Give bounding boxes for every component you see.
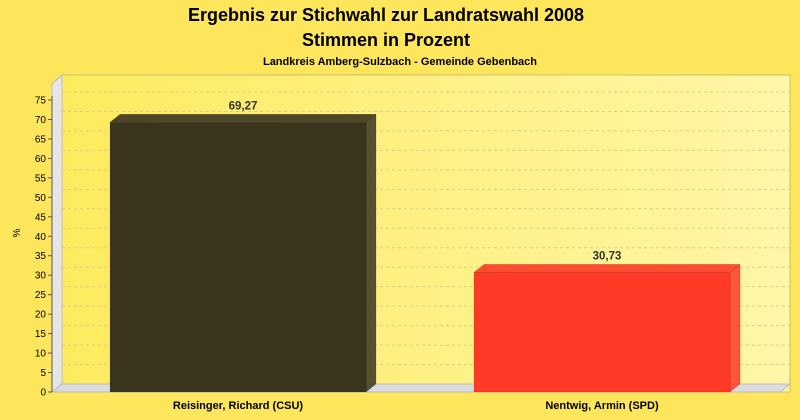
bar-value-label: 69,27 bbox=[229, 100, 258, 112]
y-tick-label: 30 bbox=[35, 271, 47, 282]
chart-subtitle: Landkreis Amberg-Sulzbach - Gemeinde Geb… bbox=[263, 56, 537, 68]
y-tick-label: 75 bbox=[35, 96, 47, 107]
chart-title-line2: Stimmen in Prozent bbox=[302, 30, 470, 50]
x-category-label: Nentwig, Armin (SPD) bbox=[545, 400, 659, 412]
y-tick-label: 15 bbox=[35, 329, 47, 340]
bar-side bbox=[365, 113, 377, 393]
y-tick-label: 50 bbox=[35, 193, 47, 204]
y-tick-label: 25 bbox=[35, 290, 47, 301]
y-tick-label: 5 bbox=[40, 368, 46, 379]
bar bbox=[473, 272, 731, 393]
y-tick-label: 40 bbox=[35, 232, 47, 243]
chart-title: Ergebnis zur Stichwahl zur Landratswahl … bbox=[188, 5, 584, 25]
y-tick-label: 35 bbox=[35, 251, 47, 262]
bar-value-label: 30,73 bbox=[593, 250, 622, 262]
bar-top bbox=[473, 264, 741, 273]
y-tick-label: 10 bbox=[35, 349, 47, 360]
plot-area: 0 5 10 15 20 25 30 35 40 45 50 55 60 65 70 75 69,27 Reisi… bbox=[35, 73, 792, 412]
bar-top bbox=[109, 114, 377, 123]
x-category-label: Reisinger, Richard (CSU) bbox=[173, 400, 304, 412]
y-tick-label: 55 bbox=[35, 173, 47, 184]
y-tick-label: 20 bbox=[35, 310, 47, 321]
y-tick-label: 0 bbox=[40, 388, 46, 399]
y-tick-label: 60 bbox=[35, 154, 47, 165]
bar bbox=[109, 122, 367, 393]
bar-side bbox=[729, 263, 741, 393]
plot-side-wall bbox=[51, 73, 63, 394]
y-tick-label: 70 bbox=[35, 115, 47, 126]
y-tick-label: 45 bbox=[35, 212, 47, 223]
y-tick-label: 65 bbox=[35, 134, 47, 145]
y-axis-label: % bbox=[12, 228, 23, 237]
